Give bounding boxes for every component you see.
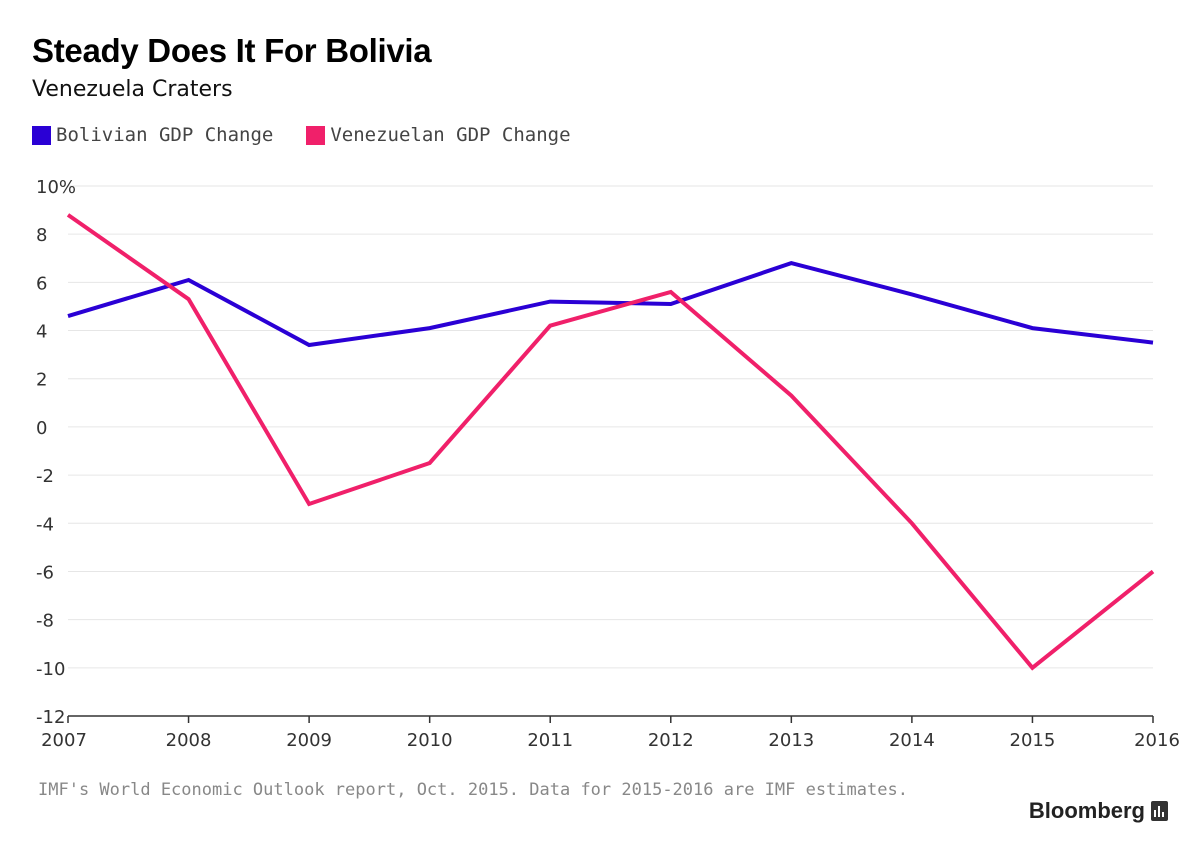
y-tick-label: 6 bbox=[36, 273, 47, 294]
brand-name: Bloomberg bbox=[1028, 798, 1145, 823]
x-tick-label: 2015 bbox=[1010, 730, 1056, 751]
chart-legend: Bolivian GDP Change Venezuelan GDP Chang… bbox=[32, 124, 604, 146]
legend-swatch-venezuela bbox=[306, 125, 326, 145]
x-tick-label: 2012 bbox=[648, 730, 694, 751]
brand-logo: Bloomberg bbox=[1029, 798, 1168, 824]
y-tick-label: -10 bbox=[36, 659, 65, 680]
legend-item-venezuela: Venezuelan GDP Change bbox=[306, 124, 571, 146]
bloomberg-terminal-icon bbox=[1151, 801, 1168, 821]
y-tick-label: 2 bbox=[36, 370, 47, 391]
x-tick-label: 2010 bbox=[407, 730, 453, 751]
x-tick-label: 2013 bbox=[768, 730, 814, 751]
y-tick-label: 10% bbox=[36, 177, 76, 198]
x-tick-label: 2009 bbox=[286, 730, 332, 751]
series-line-venezuela bbox=[66, 213, 1155, 671]
series-lines bbox=[66, 213, 1155, 671]
source-note: IMF's World Economic Outlook report, Oct… bbox=[38, 780, 908, 800]
chart-subtitle: Venezuela Craters bbox=[32, 77, 233, 102]
x-tick-label: 2016 bbox=[1134, 730, 1180, 751]
grid-lines bbox=[68, 185, 1153, 669]
y-tick-label: -4 bbox=[36, 514, 54, 535]
legend-item-bolivia: Bolivian GDP Change bbox=[32, 124, 273, 146]
y-tick-label: -6 bbox=[36, 562, 54, 583]
y-tick-label: 0 bbox=[36, 418, 47, 439]
legend-label-bolivia: Bolivian GDP Change bbox=[56, 124, 274, 146]
y-tick-label: -8 bbox=[36, 611, 54, 632]
y-tick-label: 8 bbox=[36, 225, 47, 246]
legend-label-venezuela: Venezuelan GDP Change bbox=[330, 124, 571, 146]
x-tick-label: 2007 bbox=[41, 730, 87, 751]
x-tick-label: 2008 bbox=[166, 730, 212, 751]
y-tick-label: 4 bbox=[36, 322, 47, 343]
series-line-bolivia bbox=[67, 261, 1154, 348]
legend-swatch-bolivia bbox=[32, 125, 51, 145]
x-tick-label: 2014 bbox=[889, 730, 935, 751]
x-tick-label: 2011 bbox=[527, 730, 573, 751]
y-tick-label: -2 bbox=[36, 466, 54, 487]
y-tick-label: -12 bbox=[36, 707, 65, 728]
chart-title: Steady Does It For Bolivia bbox=[32, 32, 432, 69]
